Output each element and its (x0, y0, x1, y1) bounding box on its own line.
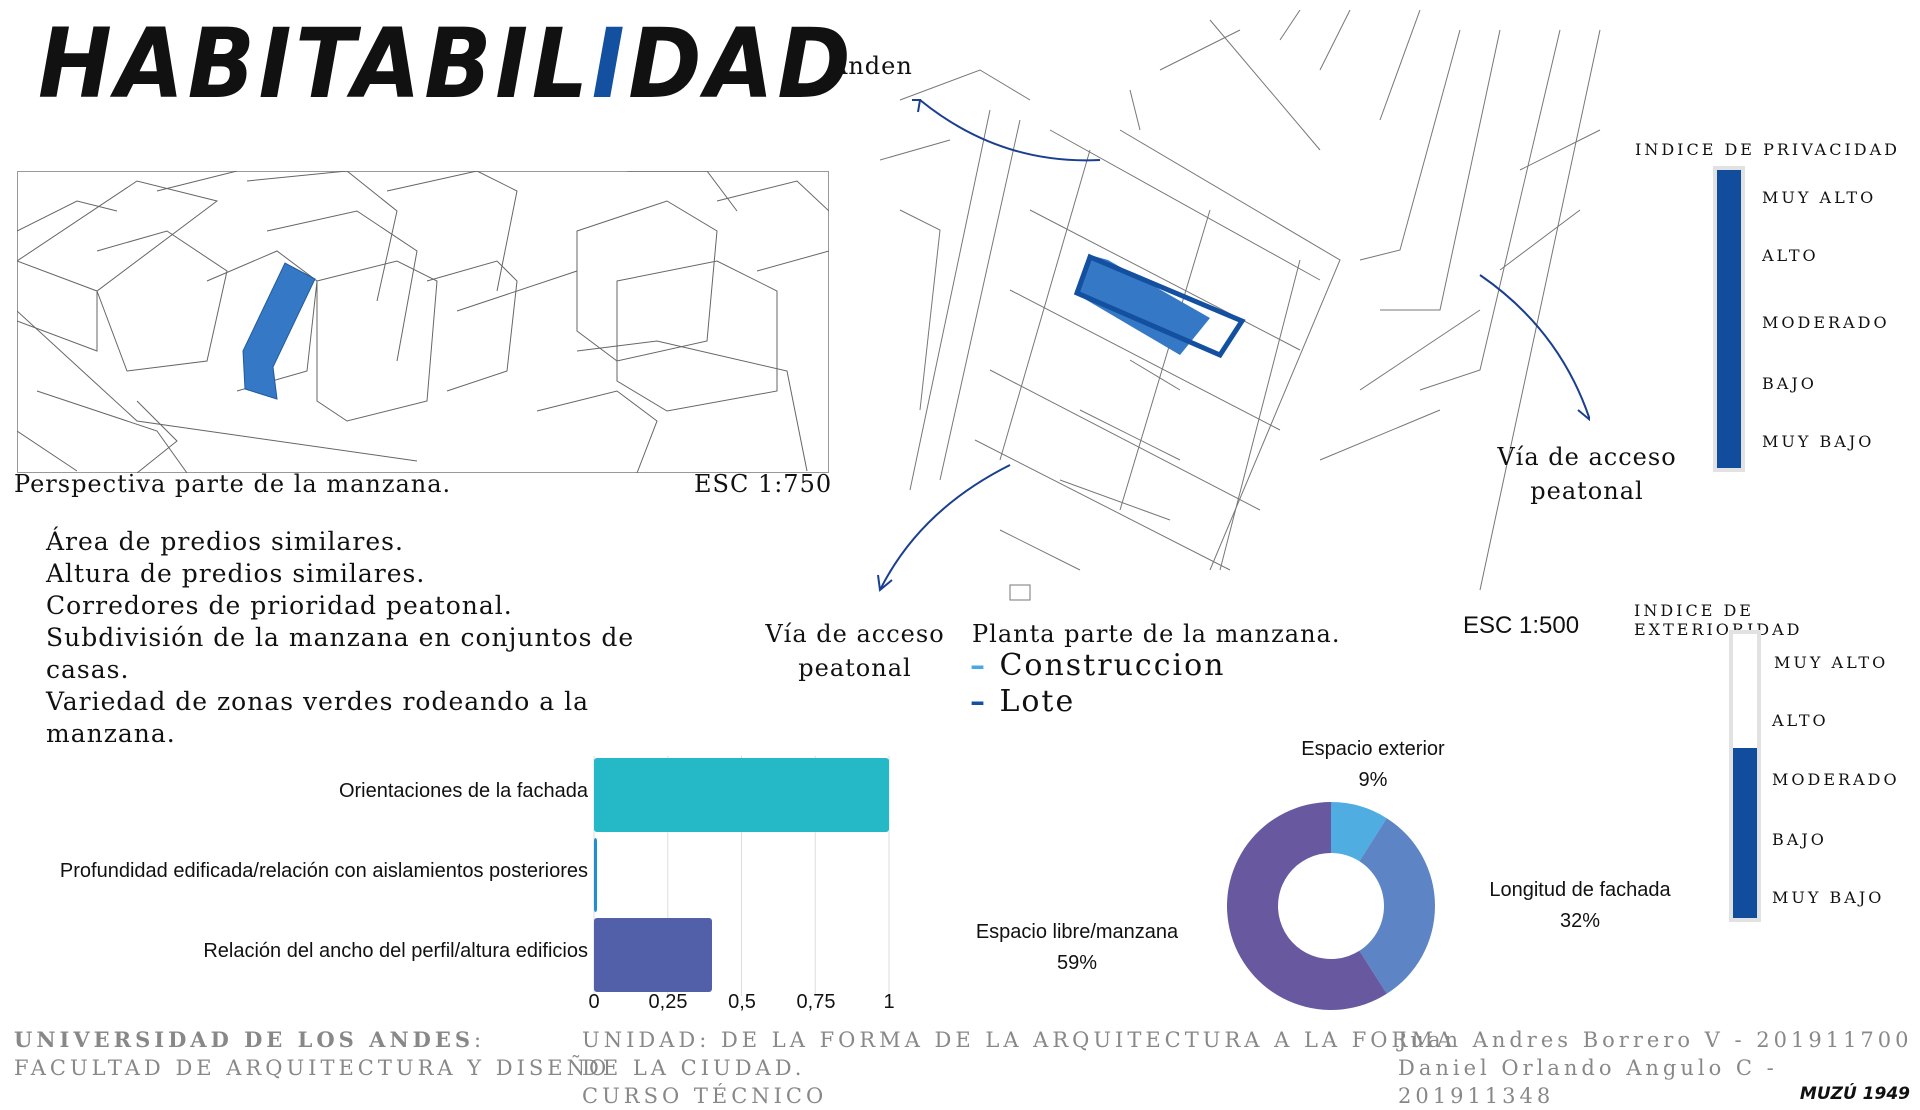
via-left-line: peatonal (798, 654, 912, 682)
privacy-level-label: MUY ALTO (1762, 188, 1877, 207)
page-title: HABITABILIDAD (38, 8, 854, 120)
via-right-line: peatonal (1530, 477, 1644, 505)
title-text: HABITABIL (38, 8, 592, 120)
anden-label: Anden (830, 52, 913, 80)
privacy-level-label: MUY BAJO (1762, 432, 1875, 451)
bar-category-label: Orientaciones de la fachada (338, 780, 588, 802)
pie-label-text: Longitud de fachada (1489, 879, 1671, 901)
exterior-level-label: BAJO (1772, 830, 1827, 849)
privacy-level-label: BAJO (1762, 374, 1817, 393)
donut-slice (1359, 818, 1435, 994)
bar (594, 758, 889, 832)
note-line: Área de predios similares. (46, 527, 404, 556)
x-tick-label: 1 (883, 991, 895, 1013)
footer-authors: Juan Andres Borrero V - 201911700 Daniel … (1398, 1026, 1920, 1110)
exterior-gauge-fill (1733, 747, 1757, 918)
arrow-anden-icon (919, 99, 1101, 162)
via-right-line: Vía de acceso (1497, 443, 1677, 471)
exterior-level-label: ALTO (1772, 711, 1829, 730)
university-colon: : (474, 1028, 486, 1052)
author-line: Daniel Orlando Angulo C - 201911348 (1398, 1056, 1778, 1108)
privacy-index-title: INDICE DE PRIVACIDAD (1635, 140, 1900, 159)
university-name: UNIVERSIDAD DE LOS ANDES (14, 1027, 475, 1052)
exterior-index-title: INDICE DE EXTERIORIDAD (1634, 601, 1803, 639)
pie-label-text: Espacio libre/manzana (975, 921, 1179, 943)
x-tick-label: 0 (588, 991, 600, 1013)
pie-label-value: 32% (1559, 910, 1601, 932)
pie-label-fachada: Longitud de fachada 32% (1489, 875, 1670, 937)
bar-category-label: Relación del ancho del perfil/altura edi… (203, 940, 588, 962)
plan-scale: ESC 1:500 (1463, 612, 1580, 639)
exterior-gauge-track (1733, 634, 1757, 918)
unit-line: CURSO TÉCNICO (582, 1084, 828, 1108)
pie-label-libre: Espacio libre/manzana 59% (976, 917, 1178, 979)
arrow-via-left-icon (879, 464, 1011, 591)
title-accent-letter: I (591, 8, 629, 120)
note-line: Altura de predios similares. (46, 559, 426, 588)
note-line: manzana. (46, 719, 176, 748)
via-left-line: Vía de acceso (765, 620, 945, 648)
exterior-level-label: MUY ALTO (1774, 653, 1889, 672)
arrow-via-right-icon (1479, 274, 1590, 421)
x-tick-label: 0,25 (648, 991, 688, 1013)
note-line: Variedad de zonas verdes rodeando a la (46, 687, 590, 716)
via-left-label: Vía de acceso peatonal (765, 617, 945, 685)
note-line: Corredores de prioridad peatonal. (46, 591, 513, 620)
perspective-drawing (17, 171, 829, 473)
bar (594, 918, 712, 992)
legend-lote-label: Lote (999, 684, 1076, 719)
title-text-end: DAD (628, 8, 855, 120)
plan-drawing (880, 10, 1601, 601)
pie-label-text: Espacio exterior (1301, 738, 1445, 760)
legend-construccion-label: Construccion (999, 648, 1226, 683)
author-line: Juan Andres Borrero V - 201911700 (1398, 1028, 1913, 1052)
pie-label-value: 9% (1358, 769, 1388, 791)
legend-construccion: – Construccion (970, 648, 1225, 684)
exterior-level-label: MUY BAJO (1772, 888, 1885, 907)
pie-label-value: 59% (1056, 952, 1098, 974)
exterior-gauge (1729, 630, 1761, 922)
unit-line: UNIDAD: DE LA FORMA DE LA ARQUITECTURA A… (582, 1028, 1456, 1052)
x-tick-label: 0,5 (728, 991, 756, 1013)
faculty-name: FACULTAD DE ARQUITECTURA Y DISEÑO (14, 1056, 611, 1080)
donut-chart (1227, 802, 1435, 1010)
privacy-gauge-fill (1717, 170, 1741, 468)
plan-arrows (877, 99, 1590, 592)
exterior-level-label: MODERADO (1772, 770, 1900, 789)
pie-label-exterior: Espacio exterior 9% (1301, 734, 1444, 796)
note-line: Subdivisión de la manzana en conjuntos d… (46, 623, 635, 652)
bar-category-label: Profundidad edificada/relación con aisla… (59, 860, 588, 882)
notes-list: Área de predios similares. Altura de pre… (46, 526, 634, 750)
signature-logo: MUZÚ 1949 (1799, 1084, 1910, 1104)
legend-lote: – Lote (970, 684, 1225, 720)
donut-slice (1227, 802, 1387, 1010)
construccion-swatch-icon: – (970, 648, 1000, 683)
footer-unit: UNIDAD: DE LA FORMA DE LA ARQUITECTURA A… (582, 1026, 1456, 1110)
perspective-scale: ESC 1:750 (694, 470, 833, 498)
lote-swatch-icon: – (970, 684, 1000, 719)
via-right-label: Vía de acceso peatonal (1497, 440, 1677, 508)
privacy-level-label: ALTO (1762, 246, 1819, 265)
privacy-gauge (1713, 166, 1745, 472)
plan-legend: – Construccion – Lote (970, 648, 1225, 720)
footer-university: UNIVERSIDAD DE LOS ANDES: FACULTAD DE ARQ… (14, 1026, 610, 1082)
privacy-gauge-track (1717, 170, 1741, 468)
note-line: casas. (46, 655, 130, 684)
donut-slice (1331, 802, 1387, 862)
plan-caption: Planta parte de la manzana. (972, 620, 1341, 648)
privacy-level-label: MODERADO (1762, 313, 1890, 332)
x-tick-label: 0,75 (796, 991, 836, 1013)
unit-line: DE LA CIUDAD. (582, 1056, 806, 1080)
perspective-caption: Perspectiva parte de la manzana. (14, 470, 452, 498)
bar (594, 838, 597, 912)
